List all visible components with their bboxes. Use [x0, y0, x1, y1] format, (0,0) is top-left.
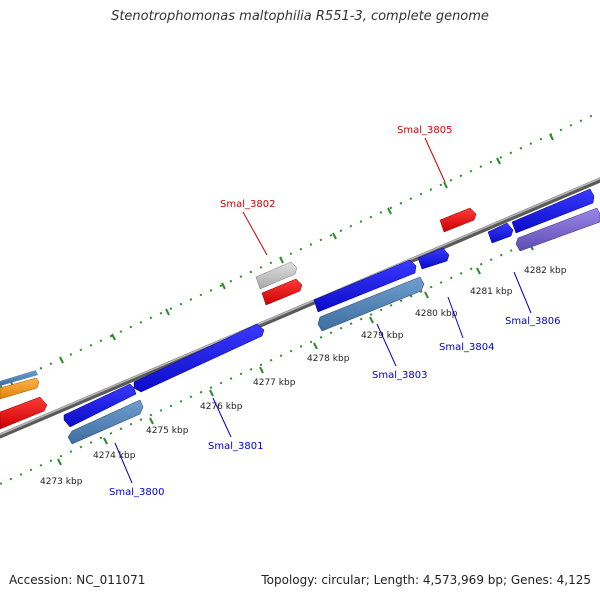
forward-genes: [0, 188, 595, 430]
outer-tick-track: [0, 111, 600, 388]
gene-arrow-blue: [133, 323, 265, 393]
gene-arrow-steelblue: [0, 370, 38, 386]
label-connectors: [114, 137, 532, 484]
accession-text: Accession: NC_011071: [9, 573, 146, 587]
reverse-genes: [67, 207, 600, 445]
gene-label-smal-3805: Smal_3805: [397, 125, 452, 136]
map-title: Stenotrophomonas maltophilia R551-3, com…: [111, 9, 489, 24]
gene-label-smal-3804: Smal_3804: [439, 342, 494, 353]
tick-labels: 4273 kbp 4274 kbp 4275 kbp 4276 kbp 4277…: [40, 266, 567, 487]
gene-arrow-red: [261, 278, 303, 306]
gene-arrow-blue: [487, 222, 514, 244]
gene-arrow-red: [0, 396, 48, 430]
tick-label: 4278 kbp: [307, 354, 350, 364]
gene-arrow-blue: [417, 247, 450, 270]
outer-major-ticks: [9, 133, 554, 387]
tick-label: 4277 kbp: [253, 378, 296, 388]
gene-arrow-blue: [63, 383, 137, 428]
gene-arrow-orange: [0, 377, 40, 400]
gene-label-smal-3806: Smal_3806: [505, 316, 560, 327]
gene-arrow-blue: [313, 259, 417, 313]
major-ticks: [57, 243, 534, 466]
genome-backbone: [0, 177, 600, 439]
tick-label: 4282 kbp: [524, 266, 567, 276]
tick-label: 4274 kbp: [93, 451, 136, 461]
tick-label: 4273 kbp: [40, 477, 83, 487]
gene-arrow-steelblue: [317, 276, 425, 332]
gene-arrow-red: [439, 207, 477, 233]
gene-labels: Smal_3802 Smal_3805 Smal_3800 Smal_3801 …: [109, 125, 560, 498]
gene-label-smal-3802: Smal_3802: [220, 199, 275, 210]
tick-label: 4276 kbp: [200, 402, 243, 412]
gene-arrow-grey: [255, 261, 298, 290]
genome-summary-text: Topology: circular; Length: 4,573,969 bp…: [261, 573, 591, 587]
tick-label: 4280 kbp: [415, 309, 458, 319]
tick-label: 4281 kbp: [470, 287, 513, 297]
gene-arrow-purple: [515, 207, 600, 252]
gene-label-smal-3801: Smal_3801: [208, 441, 263, 452]
gene-arrow-blue: [511, 188, 595, 234]
tick-label: 4275 kbp: [146, 426, 189, 436]
gene-label-smal-3803: Smal_3803: [372, 370, 427, 381]
gene-arrow-steelblue: [67, 399, 144, 445]
inner-tick-track: [0, 209, 600, 485]
gene-label-smal-3800: Smal_3800: [109, 487, 164, 498]
